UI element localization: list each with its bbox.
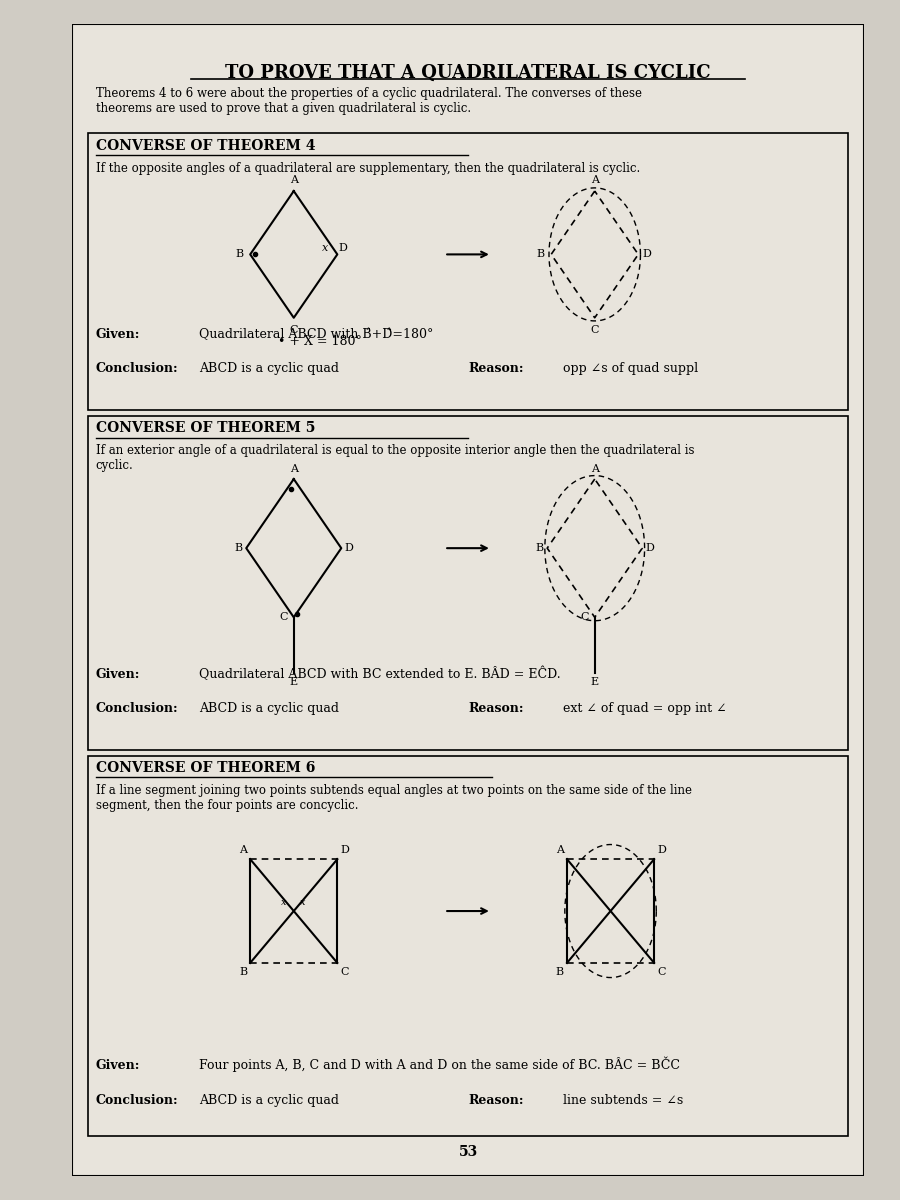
Text: ABCD is a cyclic quad: ABCD is a cyclic quad — [199, 702, 338, 715]
Text: ABCD is a cyclic quad: ABCD is a cyclic quad — [199, 1094, 338, 1106]
Text: B: B — [536, 250, 544, 259]
Text: Quadrilateral ABCD with B̂+D̂=180°: Quadrilateral ABCD with B̂+D̂=180° — [199, 328, 433, 341]
Text: A: A — [590, 175, 598, 185]
Text: Theorems 4 to 6 were about the properties of a cyclic quadrilateral. The convers: Theorems 4 to 6 were about the propertie… — [95, 88, 642, 115]
FancyBboxPatch shape — [72, 24, 864, 1176]
Text: B: B — [234, 544, 242, 553]
Text: x: x — [300, 899, 305, 907]
Text: If an exterior angle of a quadrilateral is equal to the opposite interior angle : If an exterior angle of a quadrilateral … — [95, 444, 694, 473]
Text: ext ∠ of quad = opp int ∠: ext ∠ of quad = opp int ∠ — [563, 702, 726, 715]
Text: ABCD is a cyclic quad: ABCD is a cyclic quad — [199, 362, 338, 376]
Text: D: D — [345, 544, 354, 553]
Text: Given:: Given: — [95, 667, 140, 680]
Text: Reason:: Reason: — [468, 702, 524, 715]
Text: TO PROVE THAT A QUADRILATERAL IS CYCLIC: TO PROVE THAT A QUADRILATERAL IS CYCLIC — [225, 65, 711, 83]
Text: Reason:: Reason: — [468, 362, 524, 376]
FancyBboxPatch shape — [88, 133, 848, 410]
Text: Four points A, B, C and D with A and D on the same side of BC. BÂC = BČC: Four points A, B, C and D with A and D o… — [199, 1057, 680, 1073]
Text: CONVERSE OF THEOREM 4: CONVERSE OF THEOREM 4 — [95, 139, 315, 154]
Text: C: C — [279, 612, 287, 623]
Text: Conclusion:: Conclusion: — [95, 702, 178, 715]
Text: A: A — [290, 464, 298, 474]
Text: C: C — [580, 612, 589, 623]
Text: Given:: Given: — [95, 1060, 140, 1073]
Text: A: A — [239, 845, 247, 854]
Text: Reason:: Reason: — [468, 1094, 524, 1106]
Text: D: D — [340, 845, 349, 854]
Text: A: A — [590, 464, 598, 474]
Text: Given:: Given: — [95, 328, 140, 341]
Text: D: D — [338, 242, 347, 253]
Text: Conclusion:: Conclusion: — [95, 362, 178, 376]
Text: C: C — [657, 967, 666, 978]
Text: B: B — [236, 250, 244, 259]
Text: If a line segment joining two points subtends equal angles at two points on the : If a line segment joining two points sub… — [95, 785, 692, 812]
Text: D: D — [643, 250, 651, 259]
Text: B: B — [555, 967, 563, 978]
Text: CONVERSE OF THEOREM 5: CONVERSE OF THEOREM 5 — [95, 421, 315, 436]
Text: x: x — [322, 242, 328, 253]
Text: E: E — [590, 677, 598, 688]
FancyBboxPatch shape — [88, 415, 848, 750]
Text: D: D — [657, 845, 666, 854]
Text: A: A — [290, 175, 298, 185]
Text: C: C — [290, 325, 298, 335]
Text: Conclusion:: Conclusion: — [95, 1094, 178, 1106]
Text: C: C — [590, 325, 599, 335]
Text: B: B — [536, 544, 544, 553]
Text: line subtends = ∠s: line subtends = ∠s — [563, 1094, 683, 1106]
FancyBboxPatch shape — [88, 756, 848, 1135]
Text: Quadrilateral ABCD with BC extended to E. BÂD = EĈD.: Quadrilateral ABCD with BC extended to E… — [199, 666, 561, 680]
Text: • + X = 180°: • + X = 180° — [278, 335, 362, 348]
Text: E: E — [290, 677, 298, 688]
Text: C: C — [340, 967, 349, 978]
Text: opp ∠s of quad suppl: opp ∠s of quad suppl — [563, 362, 698, 376]
Text: If the opposite angles of a quadrilateral are supplementary, then the quadrilate: If the opposite angles of a quadrilatera… — [95, 162, 640, 175]
Text: B: B — [238, 967, 247, 978]
Text: CONVERSE OF THEOREM 6: CONVERSE OF THEOREM 6 — [95, 761, 315, 775]
Text: D: D — [645, 544, 654, 553]
Text: 53: 53 — [458, 1145, 478, 1159]
Text: x: x — [281, 899, 286, 907]
Text: A: A — [556, 845, 563, 854]
